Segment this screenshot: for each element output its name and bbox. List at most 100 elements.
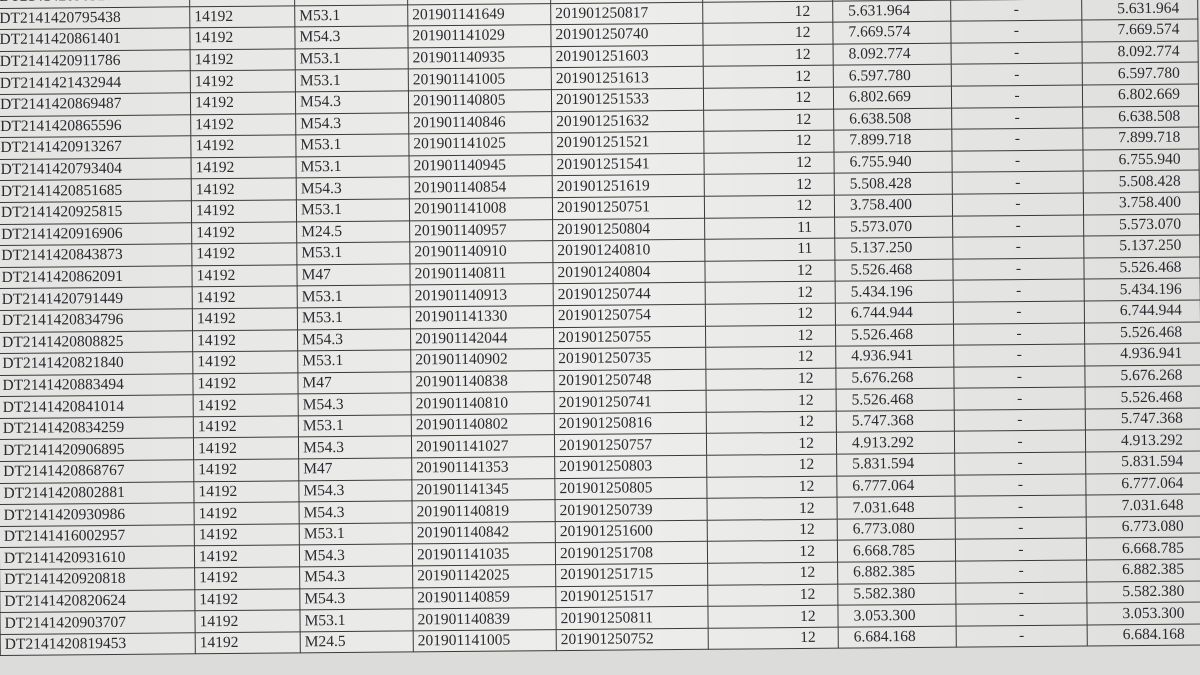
- total-cell: 5.526.468: [1083, 256, 1200, 280]
- group-code-cell: 14192: [189, 27, 296, 50]
- total-cell: 6.755.940: [1082, 148, 1200, 172]
- total-cell: 4.913.292: [1085, 429, 1200, 453]
- days-count-cell: 12: [706, 497, 838, 521]
- claims-table: DT214142090328214192M4720190114082820190…: [0, 0, 1200, 656]
- amount-cell: 6.802.669: [833, 86, 952, 109]
- record-id-cell: DT2141420795438: [0, 6, 190, 30]
- days-count-cell: 12: [702, 0, 833, 24]
- diagnosis-code-cell: M53.1: [296, 198, 410, 222]
- total-cell: 5.526.468: [1085, 386, 1200, 409]
- end-datetime-cell: 201901251619: [552, 174, 705, 198]
- start-datetime-cell: 201901140805: [408, 89, 552, 113]
- days-count-cell: 12: [708, 626, 839, 650]
- amount-cell: 3.053.300: [837, 604, 957, 627]
- diagnosis-code-cell: M53.1: [299, 609, 414, 632]
- diagnosis-code-cell: M54.3: [299, 544, 413, 567]
- record-id-cell: DT2141420851685: [0, 179, 192, 203]
- start-datetime-cell: 201901141035: [412, 543, 556, 566]
- amount-cell: 5.573.070: [834, 215, 953, 239]
- group-code-cell: 14192: [191, 199, 297, 223]
- start-datetime-cell: 201901140842: [412, 521, 556, 545]
- total-cell: 5.137.250: [1083, 235, 1200, 258]
- diagnosis-code-cell: M54.3: [295, 90, 409, 114]
- total-cell: 6.684.168: [1087, 623, 1200, 647]
- deduction-cell: -: [952, 236, 1084, 259]
- amount-cell: 6.597.780: [833, 64, 952, 88]
- days-count-cell: 11: [704, 216, 835, 240]
- group-code-cell: 14192: [190, 113, 296, 136]
- deduction-cell: -: [956, 624, 1088, 648]
- days-count-cell: 12: [705, 281, 836, 305]
- start-datetime-cell: 201901140913: [410, 283, 554, 307]
- days-count-cell: 12: [705, 346, 836, 369]
- end-datetime-cell: 201901250754: [553, 304, 706, 328]
- total-cell: 5.676.268: [1084, 364, 1200, 388]
- record-id-cell: DT2141420865596: [0, 114, 191, 138]
- start-datetime-cell: 201901141025: [408, 132, 552, 156]
- diagnosis-code-cell: M53.1: [298, 414, 412, 438]
- diagnosis-code-cell: M54.3: [295, 112, 409, 136]
- deduction-cell: -: [954, 408, 1086, 432]
- total-cell: 6.597.780: [1082, 62, 1199, 85]
- start-datetime-cell: 201901140935: [408, 46, 552, 70]
- end-datetime-cell: 201901251533: [551, 88, 704, 112]
- group-code-cell: 14192: [192, 286, 298, 309]
- start-datetime-cell: 201901142025: [412, 564, 556, 588]
- end-datetime-cell: 201901250811: [555, 606, 709, 630]
- start-datetime-cell: 201901141008: [409, 197, 553, 221]
- group-code-cell: 14192: [190, 135, 297, 158]
- diagnosis-code-cell: M53.1: [295, 47, 409, 71]
- days-count-cell: 11: [704, 238, 835, 262]
- amount-cell: 3.758.400: [834, 194, 953, 217]
- total-cell: 7.899.718: [1082, 127, 1199, 150]
- days-count-cell: 12: [702, 22, 834, 46]
- diagnosis-code-cell: M54.3: [298, 393, 412, 416]
- deduction-cell: -: [953, 344, 1085, 367]
- amount-cell: 4.913.292: [836, 431, 955, 455]
- amount-cell: 6.882.385: [837, 561, 956, 584]
- start-datetime-cell: 201901141005: [413, 629, 557, 653]
- record-id-cell: DT2141420911786: [0, 49, 191, 73]
- amount-cell: 8.092.774: [833, 42, 952, 66]
- total-cell: 3.053.300: [1086, 602, 1200, 625]
- diagnosis-code-cell: M53.1: [295, 69, 409, 92]
- deduction-cell: -: [955, 603, 1088, 626]
- group-code-cell: 14192: [193, 458, 299, 482]
- end-datetime-cell: 201901240810: [552, 239, 705, 263]
- group-code-cell: 14192: [194, 566, 300, 590]
- end-datetime-cell: 201901250816: [554, 412, 707, 436]
- record-id-cell: DT2141420868767: [0, 459, 194, 484]
- deduction-cell: -: [954, 430, 1086, 454]
- record-id-cell: DT2141420883494: [0, 373, 194, 397]
- end-datetime-cell: 201901250751: [552, 196, 705, 220]
- end-datetime-cell: 201901240804: [552, 261, 706, 284]
- total-cell: 6.777.064: [1085, 472, 1200, 496]
- record-id-cell: DT2141420861401: [0, 27, 191, 52]
- diagnosis-code-cell: M47: [297, 371, 412, 395]
- record-id-cell: DT2141420903707: [0, 610, 196, 635]
- amount-cell: 7.669.574: [832, 21, 952, 44]
- deduction-cell: -: [953, 322, 1085, 346]
- days-count-cell: 12: [703, 130, 834, 154]
- total-cell: 5.526.468: [1084, 321, 1200, 345]
- diagnosis-code-cell: M53.1: [295, 134, 409, 157]
- end-datetime-cell: 201901251632: [551, 109, 704, 133]
- deduction-cell: -: [952, 192, 1084, 216]
- diagnosis-code-cell: M47: [298, 457, 412, 481]
- deduction-cell: -: [951, 63, 1083, 87]
- end-datetime-cell: 201901250803: [554, 455, 707, 479]
- days-count-cell: 12: [706, 454, 837, 477]
- record-id-cell: DT2141416002957: [0, 524, 195, 548]
- deduction-cell: -: [951, 41, 1083, 65]
- total-cell: 5.631.964: [1081, 0, 1198, 21]
- total-cell: 6.638.508: [1082, 105, 1199, 129]
- days-count-cell: 12: [703, 65, 834, 89]
- group-code-cell: 14192: [190, 70, 296, 93]
- record-id-cell: DT2141420931610: [0, 546, 195, 570]
- deduction-cell: -: [951, 84, 1083, 108]
- record-id-cell: DT2141420834259: [0, 416, 194, 440]
- deduction-cell: -: [952, 214, 1084, 238]
- amount-cell: 5.434.196: [835, 280, 954, 304]
- start-datetime-cell: 201901141005: [408, 68, 552, 91]
- amount-cell: 6.638.508: [833, 107, 952, 131]
